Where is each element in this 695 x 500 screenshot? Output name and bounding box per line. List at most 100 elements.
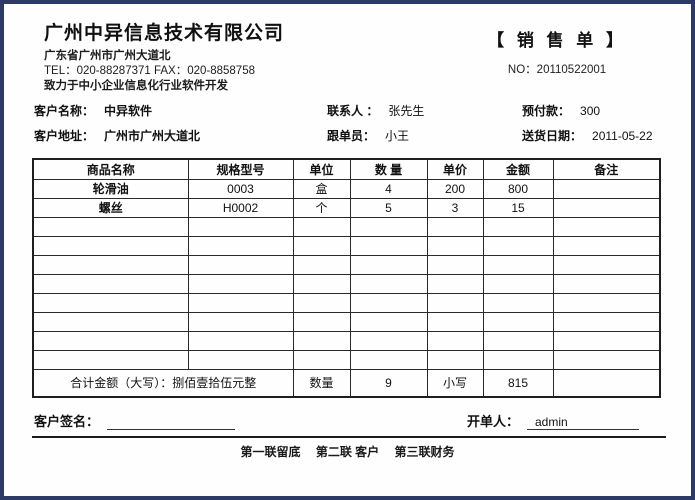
empty-row	[32, 349, 661, 370]
empty-row	[32, 254, 661, 275]
empty-cell	[552, 254, 661, 275]
empty-cell	[349, 330, 428, 351]
empty-cell	[482, 349, 554, 370]
cell-product-name: 螺丝	[32, 197, 189, 218]
header: 广州中异信息技术有限公司 广东省广州市广州大道北 TEL：020-8828737…	[32, 18, 663, 94]
empty-row	[32, 216, 661, 237]
col-unit: 单位	[292, 158, 351, 180]
empty-cell	[187, 292, 294, 313]
empty-cell	[482, 235, 554, 256]
follower-value: 小王	[385, 129, 410, 143]
summary-remark	[552, 368, 661, 398]
col-amount: 金额	[482, 158, 554, 180]
col-quantity: 数 量	[349, 158, 428, 180]
cell-unit-price: 200	[426, 178, 484, 199]
col-remark: 备注	[552, 158, 661, 180]
cell-unit: 盒	[292, 178, 351, 199]
empty-cell	[426, 330, 484, 351]
empty-cell	[552, 349, 661, 370]
empty-cell	[552, 292, 661, 313]
copies-note: 第一联留底 第二联 客户 第三联财务	[240, 445, 455, 459]
empty-cell	[426, 273, 484, 294]
cell-spec-model: H0002	[187, 197, 294, 218]
empty-cell	[187, 254, 294, 275]
prepay-field: 预付款： 300	[522, 102, 663, 119]
empty-cell	[482, 216, 554, 237]
col-unit-price: 单价	[426, 158, 484, 180]
customer-sign-label: 客户签名：	[34, 414, 100, 429]
contact-label: 联系人 ：	[327, 104, 379, 118]
customer-name-field: 客户名称： 中异软件	[32, 102, 327, 119]
total-in-words: 合计金额（大写）：捌佰壹拾伍元整	[32, 368, 294, 398]
empty-row	[32, 235, 661, 256]
empty-cell	[349, 273, 428, 294]
delivery-date-field: 送货日期： 2011-05-22	[522, 127, 663, 144]
cell-amount: 15	[482, 197, 554, 218]
cell-unit-price: 3	[426, 197, 484, 218]
summary-lower-value: 815	[482, 368, 554, 398]
doc-title: 【 销 售 单 】	[487, 31, 627, 50]
empty-cell	[187, 330, 294, 351]
table-row: 轮滑油 0003 盒 4 200 800	[32, 178, 661, 199]
empty-cell	[426, 292, 484, 313]
col-spec-model: 规格型号	[187, 158, 294, 180]
delivery-date-value: 2011-05-22	[592, 129, 653, 143]
empty-cell	[552, 273, 661, 294]
table-row: 螺丝 H0002 个 5 3 15	[32, 197, 661, 218]
cell-quantity: 4	[349, 178, 428, 199]
empty-cell	[426, 216, 484, 237]
customer-addr-value: 广州市广州大道北	[104, 129, 201, 143]
cell-product-name: 轮滑油	[32, 178, 189, 199]
empty-cell	[292, 216, 351, 237]
empty-cell	[552, 330, 661, 351]
empty-cell	[482, 311, 554, 332]
cell-amount: 800	[482, 178, 554, 199]
empty-cell	[426, 349, 484, 370]
empty-cell	[426, 254, 484, 275]
customer-name-value: 中异软件	[104, 104, 153, 118]
cell-unit: 个	[292, 197, 351, 218]
company-name: 广州中异信息技术有限公司	[44, 23, 285, 44]
customer-name-label: 客户名称：	[34, 104, 95, 118]
empty-cell	[482, 292, 554, 313]
empty-cell	[32, 330, 189, 351]
empty-row	[32, 292, 661, 313]
prepay-value: 300	[580, 104, 601, 118]
customer-sign-blank	[107, 415, 236, 430]
customer-addr-label: 客户地址：	[34, 129, 95, 143]
empty-cell	[187, 216, 294, 237]
empty-cell	[349, 349, 428, 370]
empty-row	[32, 273, 661, 294]
empty-cell	[482, 330, 554, 351]
empty-row	[32, 311, 661, 332]
contact-field: 联系人 ： 张先生	[327, 102, 522, 119]
info-row-1: 客户名称： 中异软件 联系人 ： 张先生 预付款： 300	[32, 102, 663, 127]
empty-cell	[32, 311, 189, 332]
delivery-date-label: 送货日期：	[522, 129, 583, 143]
empty-cell	[426, 311, 484, 332]
doc-number: NO：20110522001	[507, 64, 607, 76]
empty-cell	[292, 235, 351, 256]
issuer-value: admin	[527, 415, 639, 430]
empty-cell	[187, 311, 294, 332]
empty-cell	[32, 216, 189, 237]
customer-sign-field: 客户签名：	[34, 411, 236, 430]
empty-cell	[292, 273, 351, 294]
empty-cell	[187, 235, 294, 256]
company-block: 广州中异信息技术有限公司 广东省广州市广州大道北 TEL：020-8828737…	[32, 18, 284, 94]
summary-qty-value: 9	[349, 368, 428, 398]
company-slogan: 致力于中小企业信息化行业软件开发	[44, 80, 228, 92]
doc-title-block: 【 销 售 单 】 NO：20110522001	[487, 18, 663, 94]
prepay-label: 预付款：	[522, 104, 571, 118]
follower-label: 跟单员：	[327, 129, 376, 143]
summary-lower-label: 小写	[426, 368, 484, 398]
summary-qty-label: 数量	[292, 368, 351, 398]
customer-addr-field: 客户地址： 广州市广州大道北	[32, 127, 327, 144]
empty-cell	[482, 273, 554, 294]
empty-cell	[292, 311, 351, 332]
empty-row	[32, 330, 661, 351]
empty-cell	[292, 254, 351, 275]
summary-row: 合计金额（大写）：捌佰壹拾伍元整 数量 9 小写 815	[32, 368, 661, 398]
empty-cell	[552, 235, 661, 256]
contact-value: 张先生	[388, 104, 425, 118]
